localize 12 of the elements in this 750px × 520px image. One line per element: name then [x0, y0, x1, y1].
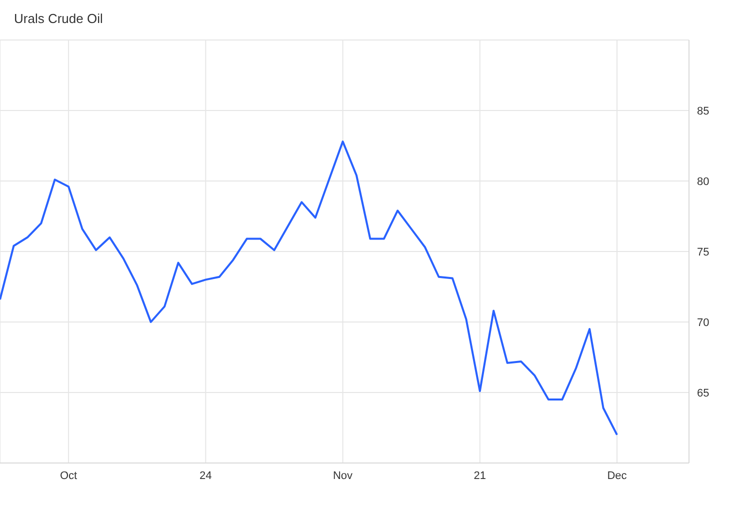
x-tick-label: 24: [200, 470, 212, 482]
y-tick-label: 75: [697, 246, 710, 258]
x-tick-label: Dec: [607, 470, 628, 482]
y-tick-label: 70: [697, 316, 710, 329]
y-tick-label: 65: [697, 387, 710, 400]
y-tick-label: 85: [697, 105, 710, 118]
x-tick-label: 21: [474, 470, 486, 482]
x-tick-label: Nov: [332, 470, 354, 482]
line-series: [0, 140, 618, 436]
x-tick-label: Oct: [60, 470, 78, 482]
chart-title: Urals Crude Oil: [14, 11, 103, 26]
y-tick-label: 80: [697, 176, 710, 188]
